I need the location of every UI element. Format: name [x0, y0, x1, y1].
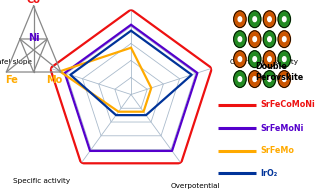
- Text: IrO₂: IrO₂: [261, 169, 278, 178]
- Circle shape: [278, 71, 290, 88]
- Text: Fe: Fe: [5, 75, 18, 85]
- Circle shape: [268, 77, 271, 81]
- Text: SrFeMoNi: SrFeMoNi: [261, 124, 304, 133]
- Text: Mo: Mo: [46, 75, 62, 85]
- Circle shape: [283, 57, 286, 61]
- Circle shape: [283, 37, 286, 42]
- Circle shape: [283, 77, 286, 81]
- Circle shape: [253, 17, 256, 22]
- Circle shape: [253, 37, 256, 42]
- Circle shape: [234, 11, 246, 28]
- Text: Co: Co: [27, 0, 41, 5]
- Circle shape: [268, 57, 271, 61]
- Text: Operating Stability: Operating Stability: [230, 59, 298, 65]
- Circle shape: [253, 57, 256, 61]
- Circle shape: [278, 11, 290, 28]
- Text: Ni: Ni: [28, 33, 39, 43]
- Text: SrFeCoMoNi: SrFeCoMoNi: [261, 100, 316, 109]
- Circle shape: [263, 31, 276, 48]
- Circle shape: [283, 17, 286, 22]
- Circle shape: [263, 71, 276, 88]
- Circle shape: [278, 51, 290, 67]
- Text: Double
Perovskite: Double Perovskite: [255, 62, 304, 81]
- Circle shape: [278, 31, 290, 48]
- Circle shape: [263, 51, 276, 67]
- Circle shape: [268, 37, 271, 42]
- Circle shape: [234, 51, 246, 67]
- Circle shape: [263, 11, 276, 28]
- Circle shape: [249, 31, 261, 48]
- Text: Tafel slope: Tafel slope: [0, 59, 32, 65]
- Circle shape: [234, 71, 246, 88]
- Circle shape: [268, 17, 271, 22]
- Circle shape: [238, 17, 242, 22]
- Circle shape: [253, 77, 256, 81]
- Circle shape: [234, 31, 246, 48]
- Circle shape: [238, 57, 242, 61]
- Circle shape: [249, 11, 261, 28]
- Circle shape: [249, 51, 261, 67]
- Text: Overpotential
@ 10 mA cm⁻²: Overpotential @ 10 mA cm⁻²: [169, 183, 221, 189]
- Circle shape: [249, 71, 261, 88]
- Circle shape: [238, 37, 242, 42]
- Text: Specific activity: Specific activity: [13, 178, 70, 184]
- Text: SrFeMo: SrFeMo: [261, 146, 295, 155]
- Circle shape: [238, 77, 242, 81]
